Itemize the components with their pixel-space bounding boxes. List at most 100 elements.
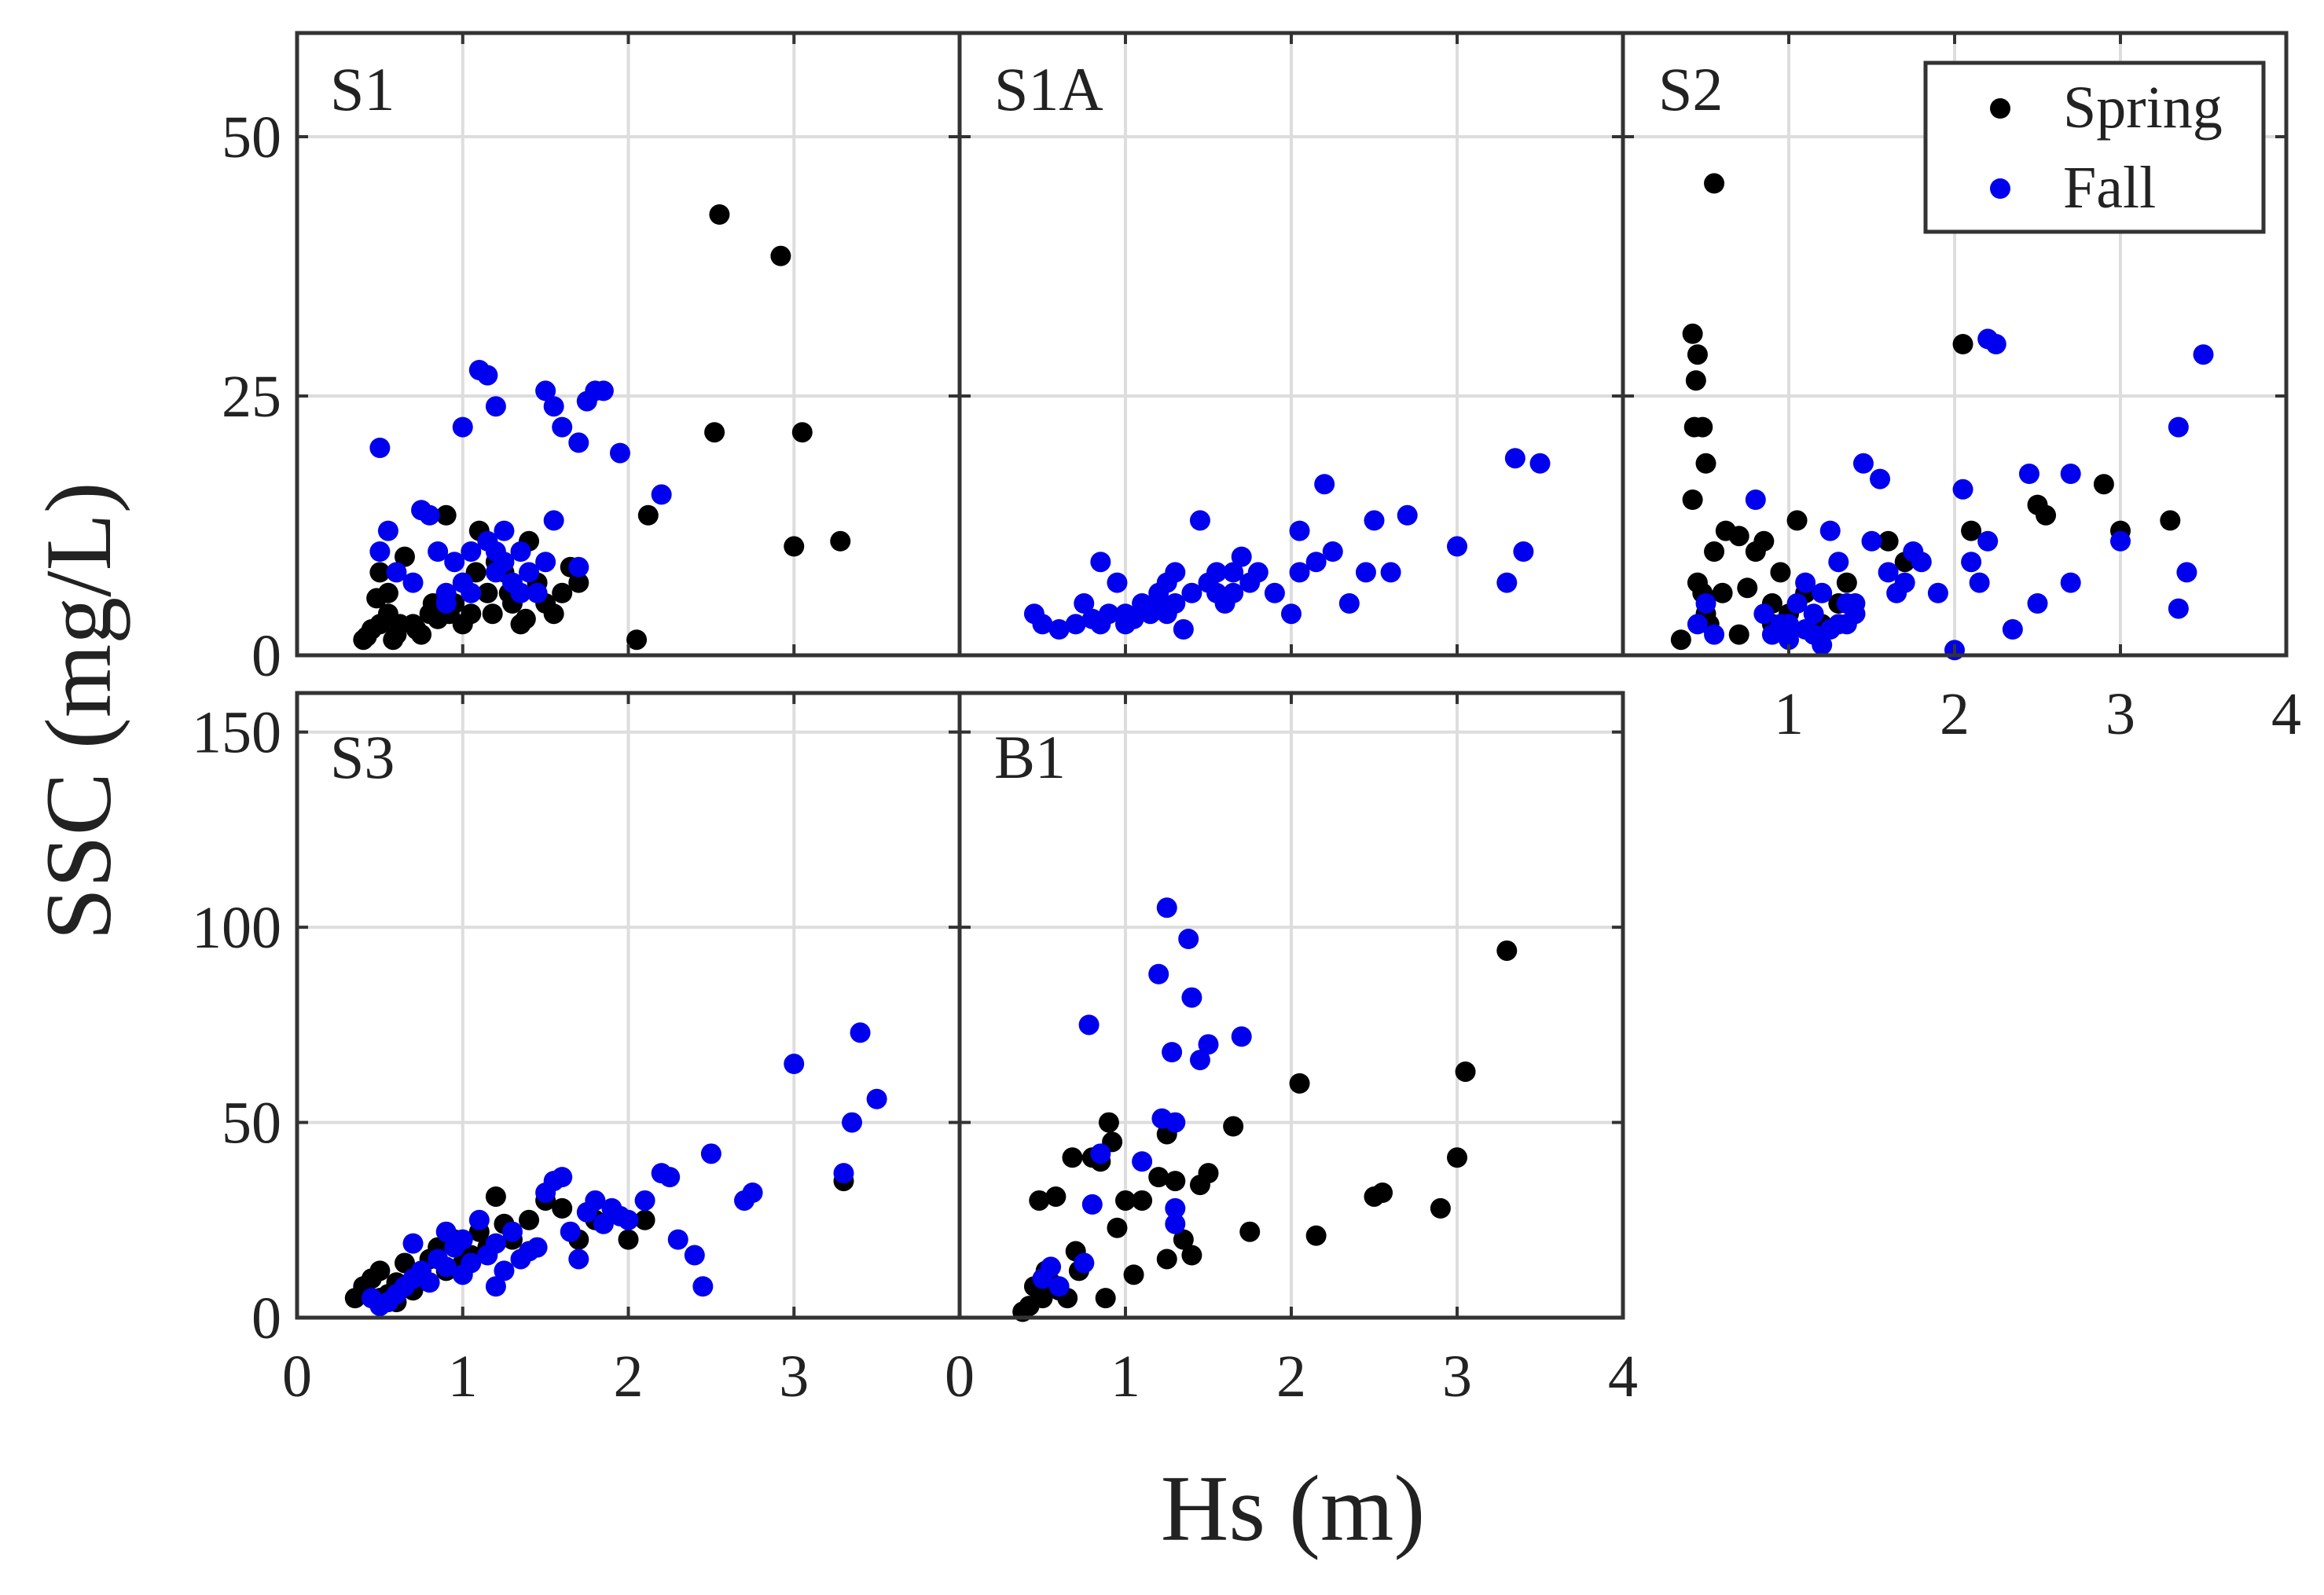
point-s1a-fall-42 — [1504, 448, 1525, 469]
point-s2-spring-11 — [1712, 582, 1733, 603]
point-s2-fall-19 — [1878, 562, 1899, 583]
legend-marker-spring — [1990, 98, 2010, 119]
point-s3-spring-20 — [519, 1209, 540, 1230]
ytick-label-s3-50: 50 — [222, 1091, 281, 1157]
point-s2-fall-23 — [1911, 552, 1932, 573]
point-b1-spring-16 — [1095, 1288, 1116, 1309]
point-s2-spring-16 — [1753, 530, 1775, 552]
point-b1-fall-6 — [1090, 1143, 1111, 1164]
point-s2-fall-26 — [1952, 478, 1973, 500]
panel-title-s1: S1 — [330, 55, 395, 123]
point-s3-fall-44 — [842, 1112, 863, 1133]
point-b1-spring-21 — [1123, 1264, 1144, 1285]
point-s2-spring-5 — [1692, 416, 1713, 438]
point-s2-spring-18 — [1770, 562, 1791, 583]
points-layer — [344, 173, 2214, 1322]
xtick-label-s2-1: 1 — [1774, 681, 1804, 747]
point-s1-fall-12 — [461, 541, 482, 562]
legend-box — [1923, 60, 2266, 234]
point-s1-fall-4 — [402, 572, 424, 593]
point-s1a-fall-19 — [1181, 582, 1202, 603]
point-s2-spring-0 — [1670, 629, 1691, 651]
point-s1-spring-33 — [406, 619, 427, 640]
point-b1-fall-1 — [1041, 1256, 1062, 1278]
point-b1-spring-23 — [1148, 1167, 1169, 1188]
ytick-label-s1-50: 50 — [222, 104, 281, 170]
point-s2-fall-4 — [1779, 629, 1799, 651]
point-s2-fall-36 — [2060, 464, 2081, 484]
point-s1a-fall-48 — [1156, 603, 1177, 625]
point-s3-fall-41 — [742, 1182, 763, 1203]
point-b1-fall-16 — [1181, 987, 1202, 1008]
point-s1-fall-3 — [386, 562, 407, 583]
point-s1-fall-24 — [535, 552, 556, 573]
xtick-label-s3-3: 3 — [779, 1344, 809, 1410]
point-s2-fall-21 — [1894, 572, 1915, 593]
xtick-label-b1-4: 4 — [1608, 1344, 1638, 1410]
xtick-label-b1-0: 0 — [945, 1344, 975, 1410]
point-s1a-fall-47 — [1140, 598, 1161, 619]
xtick-label-s3-2: 2 — [614, 1344, 644, 1410]
point-s1-fall-39 — [510, 582, 531, 603]
point-s3-fall-36 — [667, 1229, 688, 1250]
point-s1a-fall-3 — [1065, 614, 1086, 635]
point-s1-spring-44 — [770, 245, 791, 266]
point-s2-fall-8 — [1803, 603, 1824, 625]
point-b1-fall-10 — [1156, 897, 1177, 918]
point-b1-fall-11 — [1162, 1042, 1183, 1063]
point-s2-fall-48 — [1836, 614, 1857, 635]
point-s2-spring-29 — [1961, 520, 1982, 541]
point-s2-fall-35 — [2060, 572, 2081, 593]
point-b1-spring-25 — [1156, 1248, 1177, 1270]
point-s2-spring-32 — [2093, 474, 2114, 495]
point-s1a-fall-32 — [1305, 552, 1327, 573]
point-s1-spring-43 — [709, 204, 730, 225]
point-s2-spring-20 — [1786, 510, 1808, 531]
point-s2-spring-31 — [2036, 504, 2057, 526]
point-s1a-fall-2 — [1048, 619, 1070, 640]
point-b1-fall-18 — [1198, 1034, 1219, 1055]
point-s1a-fall-1 — [1032, 614, 1053, 635]
point-b1-spring-33 — [1289, 1072, 1310, 1094]
point-s1a-fall-25 — [1231, 546, 1252, 567]
point-s2-fall-7 — [1795, 572, 1816, 593]
panel-title-s3: S3 — [330, 723, 395, 791]
point-b1-spring-3 — [1029, 1190, 1050, 1211]
y-axis-label: SSC (mg/L) — [26, 482, 130, 940]
point-s2-spring-3 — [1685, 370, 1706, 391]
point-s3-fall-7 — [419, 1272, 440, 1293]
point-b1-fall-8 — [1148, 963, 1169, 984]
point-s2-fall-39 — [2176, 562, 2197, 583]
point-s3-fall-17 — [494, 1260, 515, 1282]
point-s1-fall-26 — [543, 396, 564, 417]
point-s1-spring-37 — [482, 603, 503, 625]
point-s1a-fall-30 — [1289, 562, 1310, 583]
point-s1-fall-14 — [477, 365, 498, 386]
point-s3-fall-28 — [585, 1190, 606, 1211]
point-s3-fall-35 — [659, 1167, 681, 1188]
point-s1-spring-46 — [784, 536, 805, 557]
point-s3-fall-21 — [527, 1237, 548, 1258]
point-s1-fall-35 — [651, 484, 672, 505]
point-s2-fall-16 — [1852, 453, 1874, 474]
point-b1-spring-38 — [1447, 1147, 1467, 1168]
point-s1a-fall-27 — [1247, 562, 1268, 583]
point-b1-fall-3 — [1074, 1252, 1095, 1274]
point-b1-fall-12 — [1165, 1112, 1186, 1133]
frame-layer — [295, 31, 2289, 1320]
point-s1a-fall-43 — [1513, 541, 1534, 562]
point-s2-fall-29 — [1977, 530, 1999, 552]
point-s1-fall-7 — [428, 541, 449, 562]
point-s3-spring-6 — [394, 1252, 415, 1274]
point-s2-spring-1 — [1682, 323, 1703, 344]
point-s3-fall-18 — [501, 1221, 523, 1242]
point-b1-spring-26 — [1165, 1171, 1186, 1192]
point-b1-spring-39 — [1455, 1061, 1476, 1082]
point-s3-spring-22 — [552, 1197, 573, 1219]
point-s2-spring-10 — [1704, 541, 1725, 562]
point-s2-spring-24 — [1836, 572, 1857, 593]
xtick-label-s2-2: 2 — [1940, 681, 1970, 747]
point-s3-fall-39 — [700, 1143, 721, 1164]
point-b1-fall-14 — [1165, 1213, 1186, 1234]
